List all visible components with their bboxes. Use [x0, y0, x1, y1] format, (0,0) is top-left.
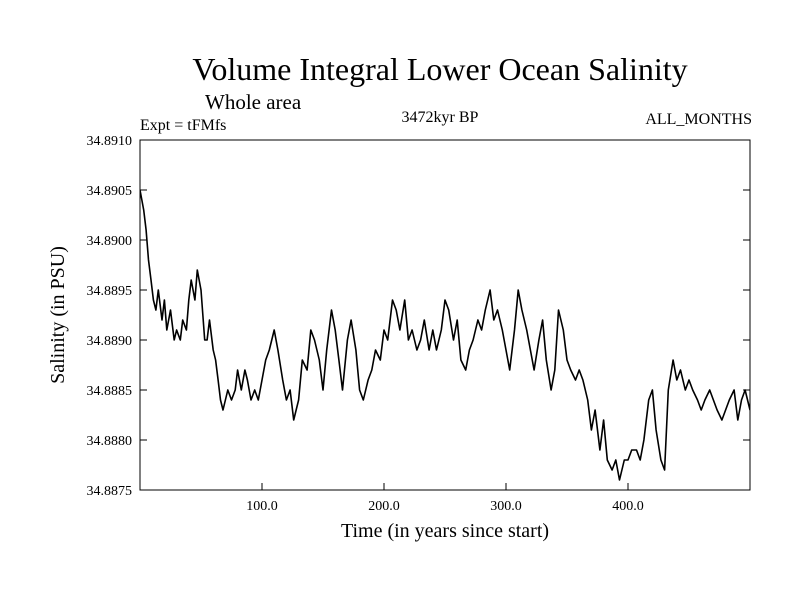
- x-tick-label: 100.0: [246, 499, 278, 514]
- plot-frame: [139, 139, 751, 491]
- period-label: 3472kyr BP: [402, 109, 479, 126]
- experiment-label: Expt = tFMfs: [140, 117, 226, 134]
- y-tick-label: 34.8880: [87, 434, 133, 449]
- y-tick-label: 34.8900: [87, 234, 133, 249]
- y-tick-label: 34.8890: [87, 334, 133, 349]
- months-label: ALL_MONTHS: [645, 111, 752, 128]
- x-axis-ticks: 100.0 200.0 300.0 400.0: [246, 483, 644, 514]
- chart-subtitle: Whole area: [205, 90, 302, 114]
- y-tick-label: 34.8910: [87, 134, 133, 149]
- x-tick-label: 200.0: [368, 499, 400, 514]
- salinity-series-line: [140, 189, 750, 481]
- y-tick-label: 34.8895: [87, 284, 133, 299]
- y-tick-label: 34.8905: [87, 184, 133, 199]
- x-tick-label: 400.0: [612, 499, 644, 514]
- y-axis-label: Salinity (in PSU): [47, 246, 69, 384]
- y-axis-ticks: 34.8875 34.8880 34.8885 34.8890 34.8895 34.89…: [87, 134, 750, 499]
- x-axis-label: Time (in years since start): [341, 520, 549, 542]
- y-tick-label: 34.8885: [87, 384, 133, 399]
- chart-title: Volume Integral Lower Ocean Salinity: [192, 51, 687, 87]
- y-tick-label: 34.8875: [87, 484, 133, 499]
- x-tick-label: 300.0: [490, 499, 522, 514]
